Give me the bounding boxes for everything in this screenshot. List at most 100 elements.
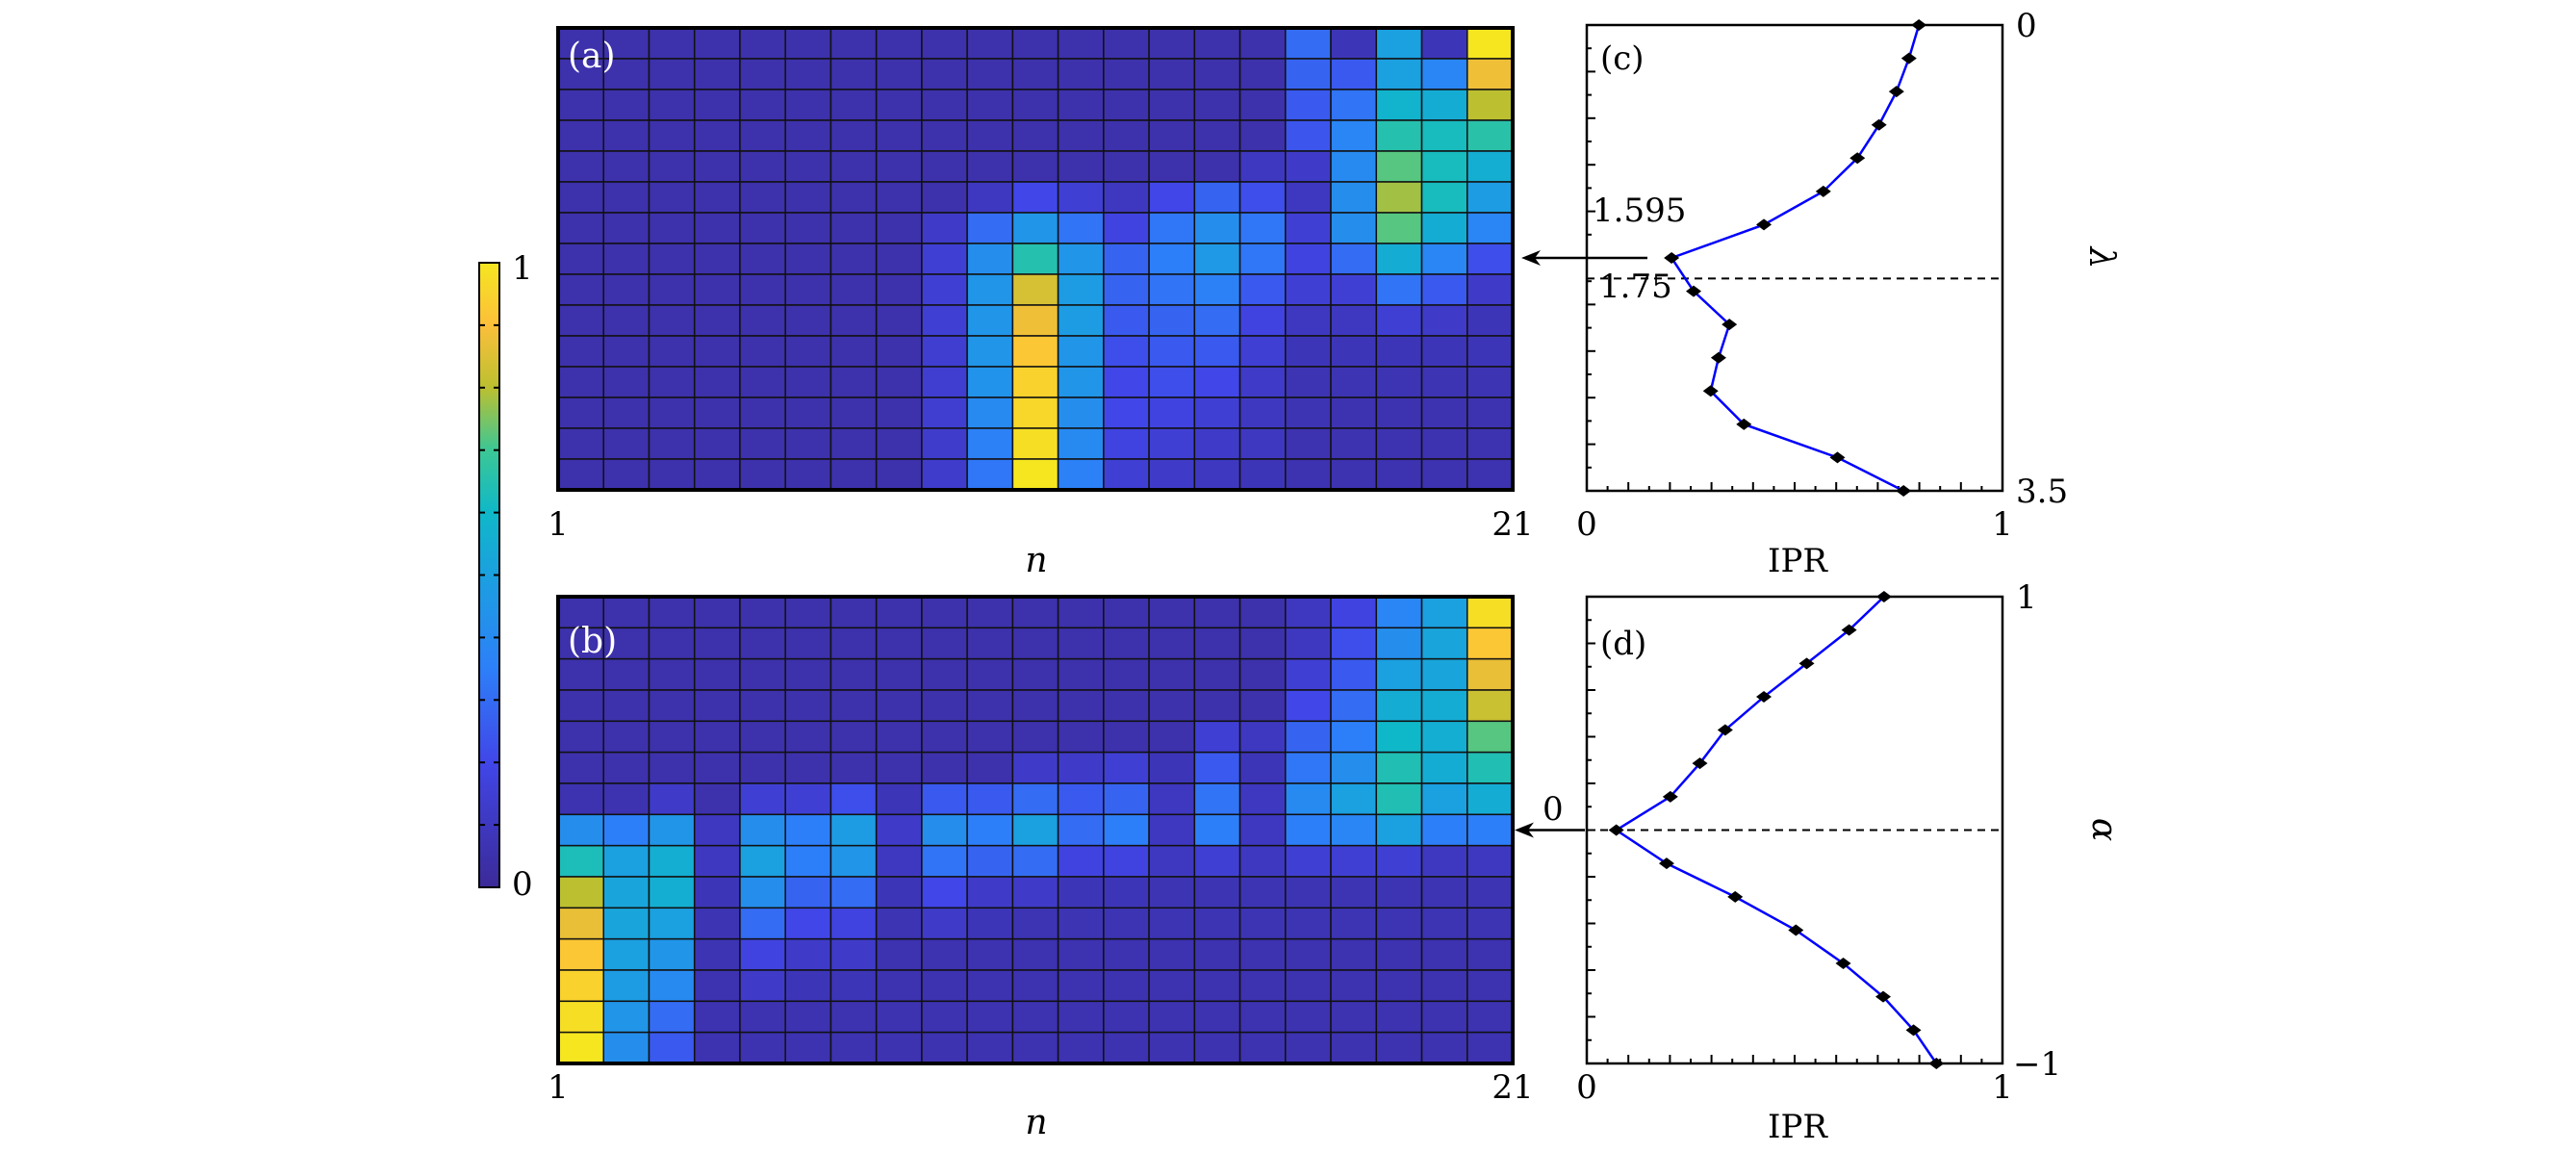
heatmap-cell — [1330, 969, 1378, 1003]
heatmap-cell — [602, 627, 650, 660]
heatmap-cell — [739, 397, 786, 429]
heatmap-cell — [1148, 243, 1196, 275]
heatmap-cell — [1057, 937, 1105, 971]
heatmap-cell — [921, 27, 968, 60]
heatmap-cell — [1467, 150, 1514, 183]
heatmap-cell — [693, 89, 741, 121]
heatmap-cell — [875, 969, 923, 1003]
heatmap-cell — [602, 813, 650, 847]
heatmap-cell — [875, 907, 923, 940]
heatmap-cell — [693, 243, 741, 275]
heatmap-cell — [1057, 89, 1105, 121]
heatmap-cell — [739, 304, 786, 337]
plot-c-ylabel: λ — [2081, 245, 2121, 269]
heatmap-cell — [557, 657, 604, 691]
heatmap-cell — [1375, 627, 1423, 660]
heatmap-cell — [784, 1031, 832, 1064]
data-point-diamond — [1756, 691, 1773, 704]
plot-c-xtick-1: 1 — [1992, 505, 2013, 544]
heatmap-b-xlabel: n — [1025, 1103, 1047, 1142]
heatmap-cell — [602, 596, 650, 629]
heatmap-cell — [693, 366, 741, 398]
heatmap-cell — [1375, 813, 1423, 847]
heatmap-cell — [557, 1000, 604, 1034]
heatmap-cell — [693, 1031, 741, 1064]
heatmap-cell — [648, 782, 696, 816]
heatmap-cell — [875, 119, 923, 152]
heatmap-cell — [784, 813, 832, 847]
heatmap-cell — [1330, 596, 1378, 629]
heatmap-cell — [1103, 782, 1150, 816]
heatmap-cell — [966, 876, 1014, 909]
heatmap-cell — [693, 397, 741, 429]
data-point-diamond — [1686, 285, 1702, 297]
heatmap-cell — [1467, 89, 1514, 121]
heatmap-cell — [829, 181, 878, 214]
heatmap-cell — [875, 427, 923, 460]
heatmap-cell — [966, 212, 1014, 244]
heatmap-cell — [1011, 243, 1059, 275]
heatmap-cell — [1148, 907, 1196, 940]
heatmap-cell — [1375, 782, 1423, 816]
heatmap-cell — [966, 937, 1014, 971]
data-point-diamond — [1798, 657, 1815, 670]
heatmap-cell — [1193, 1000, 1241, 1034]
heatmap-cell — [1467, 876, 1514, 909]
heatmap-cell — [784, 89, 832, 121]
heatmap-cell — [1467, 627, 1514, 660]
heatmap-cell — [1103, 181, 1150, 214]
heatmap-cell — [784, 720, 832, 754]
heatmap-cell — [1285, 58, 1332, 90]
heatmap-cell — [648, 969, 696, 1003]
heatmap-cell — [829, 1000, 878, 1034]
heatmap-cell — [1193, 119, 1241, 152]
heatmap-cell — [1375, 844, 1423, 878]
heatmap-cell — [1011, 720, 1059, 754]
heatmap-cell — [557, 304, 604, 337]
heatmap-cell — [829, 657, 878, 691]
heatmap-cell — [1193, 212, 1241, 244]
heatmap-cell — [921, 212, 968, 244]
heatmap-cell — [1057, 27, 1105, 60]
heatmap-cell — [829, 596, 878, 629]
heatmap-cell — [1285, 751, 1332, 784]
heatmap-cell — [648, 366, 696, 398]
heatmap-cell — [1103, 596, 1150, 629]
heatmap-cell — [1148, 782, 1196, 816]
heatmap-cell — [1193, 304, 1241, 337]
heatmap-cell — [648, 273, 696, 306]
heatmap-cell — [1148, 366, 1196, 398]
data-point-diamond — [1662, 790, 1678, 803]
heatmap-cell — [875, 243, 923, 275]
heatmap-cell — [602, 181, 650, 214]
heatmap-cell — [1057, 876, 1105, 909]
heatmap-cell — [1420, 907, 1468, 940]
heatmap-cell — [602, 937, 650, 971]
heatmap-cell — [1057, 150, 1105, 183]
ipr-plot-d — [1515, 591, 2004, 1069]
heatmap-cell — [1330, 335, 1378, 368]
heatmap-cell — [829, 844, 878, 878]
heatmap-cell — [921, 969, 968, 1003]
heatmap-cell — [648, 907, 696, 940]
data-point-diamond — [1692, 757, 1708, 770]
heatmap-cell — [1330, 1031, 1378, 1064]
heatmap-cell — [1330, 243, 1378, 275]
heatmap-cell — [1285, 907, 1332, 940]
heatmap-cell — [1148, 813, 1196, 847]
heatmap-cell — [557, 876, 604, 909]
heatmap-cell — [648, 304, 696, 337]
heatmap-cell — [1057, 689, 1105, 723]
heatmap-cell — [1238, 720, 1287, 754]
heatmap-cell — [829, 720, 878, 754]
heatmap-cell — [1375, 366, 1423, 398]
heatmap-cell — [1193, 181, 1241, 214]
heatmap-cell — [1103, 657, 1150, 691]
data-point-diamond — [1829, 451, 1846, 464]
heatmap-cell — [1375, 243, 1423, 275]
heatmap-cell — [921, 397, 968, 429]
heatmap-cell — [693, 627, 741, 660]
heatmap-cell — [1330, 150, 1378, 183]
heatmap-cell — [1467, 720, 1514, 754]
heatmap-cell — [921, 844, 968, 878]
